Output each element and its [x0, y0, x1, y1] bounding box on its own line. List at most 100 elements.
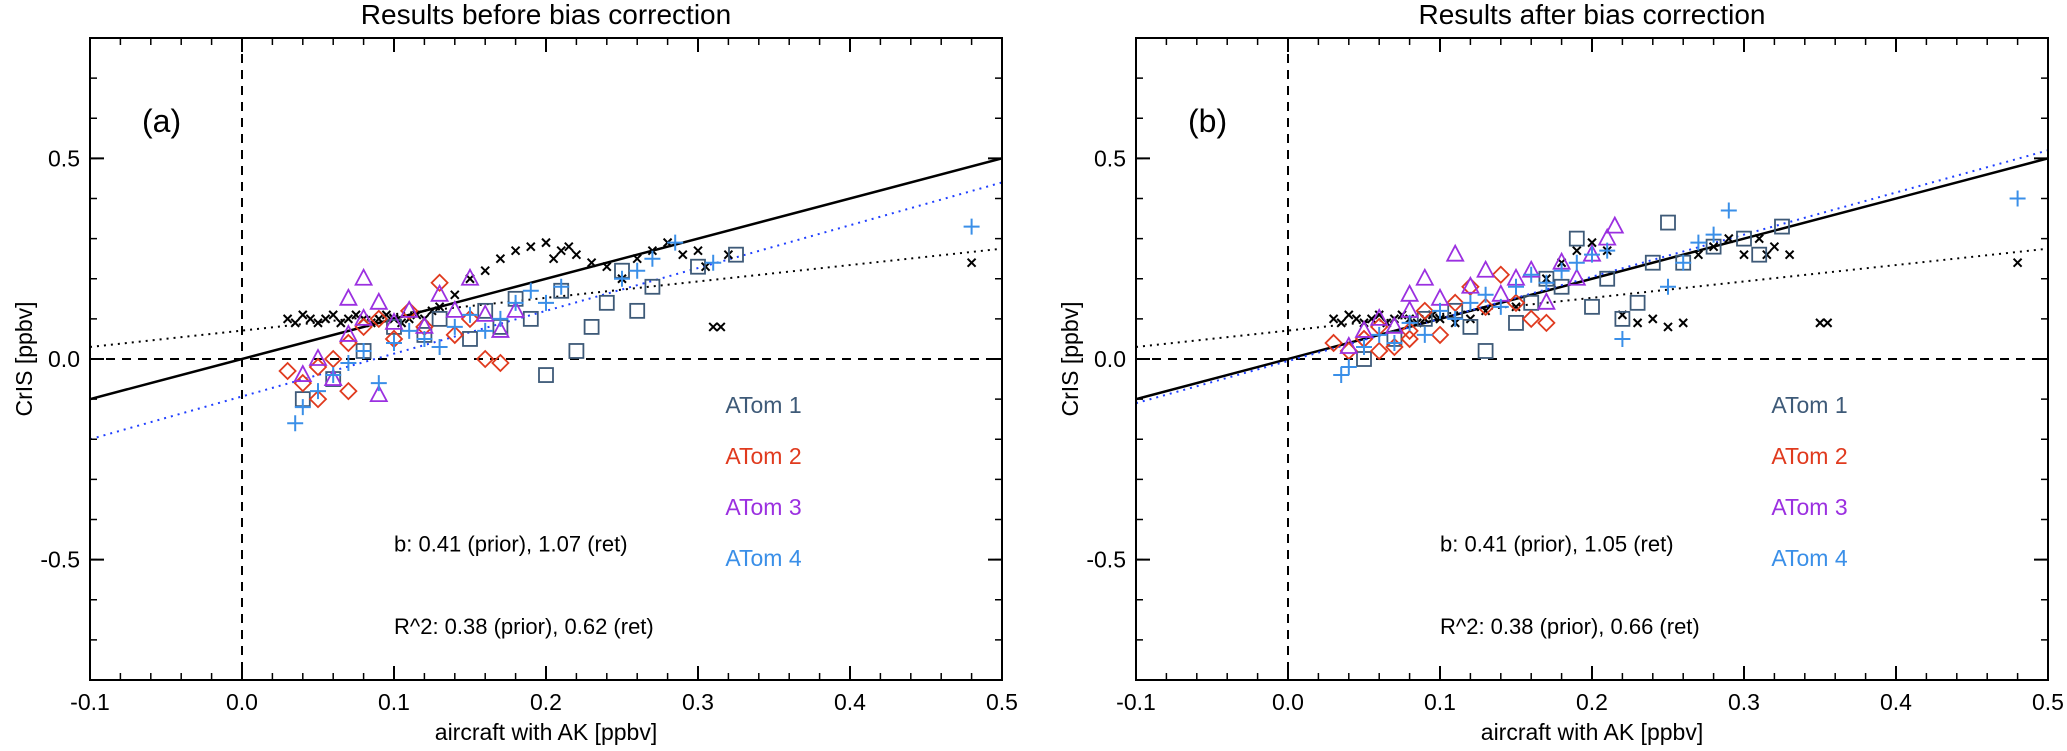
data-point: [1660, 214, 1676, 231]
data-point: [1430, 325, 1450, 345]
series-atom-1: [1356, 214, 1790, 367]
data-point: [1599, 270, 1616, 287]
data-point: [1751, 246, 1768, 263]
data-point: [1553, 262, 1570, 279]
data-point: [338, 324, 358, 342]
data-point: [1477, 343, 1494, 359]
legend-entry: ATom 2: [725, 443, 801, 469]
data-point: [1344, 310, 1354, 320]
r2-annotation: R^2: 0.38 (prior), 0.62 (ret): [394, 614, 654, 639]
data-point: [1371, 326, 1388, 343]
data-point: [1385, 337, 1404, 357]
legend-entry: ATom 3: [725, 494, 801, 520]
data-point: [399, 299, 419, 318]
data-point: [1675, 254, 1692, 271]
data-point: [1521, 309, 1541, 329]
y-tick-label: 0.5: [48, 145, 80, 171]
data-point: [1568, 230, 1585, 247]
data-point: [1328, 314, 1339, 324]
chart-title: Results before bias correction: [361, 0, 731, 30]
y-tick-label: -0.5: [40, 547, 80, 573]
data-point: [308, 348, 328, 366]
series-atom-2: [278, 273, 510, 409]
data-point: [568, 343, 585, 359]
data-point: [598, 294, 615, 311]
data-point: [1415, 267, 1435, 286]
data-point: [1663, 322, 1673, 332]
y-axis-label: CrIS [ppbv]: [1057, 301, 1083, 416]
data-point: [462, 306, 478, 323]
data-point: [328, 310, 338, 320]
data-point: [369, 384, 389, 403]
y-tick-label: 0.0: [1094, 346, 1126, 372]
data-point: [1369, 307, 1389, 326]
data-point: [1784, 249, 1795, 260]
r2-annotation: R^2: 0.38 (prior), 0.66 (ret): [1440, 614, 1700, 639]
data-point: [293, 364, 313, 382]
data-point: [1705, 226, 1722, 243]
x-tick-label: 0.1: [1424, 689, 1456, 715]
legend-entry: ATom 4: [1771, 545, 1847, 571]
fit-line-one-to-one: [1136, 157, 2048, 401]
data-point: [399, 301, 419, 321]
data-point: [430, 283, 450, 302]
data-point: [1432, 302, 1448, 319]
data-point: [644, 250, 661, 267]
data-point: [1369, 341, 1389, 361]
data-point: [1356, 338, 1372, 355]
data-point: [1822, 318, 1833, 328]
data-point: [1584, 246, 1600, 263]
slope-annotation: b: 0.41 (prior), 1.07 (ret): [394, 532, 628, 557]
data-point: [1354, 320, 1374, 338]
data-point: [1815, 318, 1825, 328]
data-point: [2012, 257, 2023, 268]
y-tick-label: 0.0: [48, 346, 80, 372]
x-axis-label: aircraft with AK [ppbv]: [435, 719, 657, 745]
data-point: [1584, 298, 1600, 315]
data-point: [492, 310, 509, 327]
data-point: [522, 282, 539, 299]
data-point: [1374, 310, 1384, 320]
x-tick-label: 0.3: [682, 689, 714, 715]
data-point: [298, 310, 308, 320]
data-point: [430, 273, 449, 293]
y-tick-label: 0.5: [1094, 145, 1126, 171]
data-point: [308, 389, 328, 409]
data-point: [1720, 202, 1737, 219]
data-point: [1445, 293, 1465, 313]
data-point: [310, 383, 326, 400]
data-point: [548, 253, 559, 264]
data-point: [1736, 230, 1752, 247]
data-point: [323, 368, 343, 386]
panel-label: (a): [142, 103, 181, 139]
data-point: [313, 318, 323, 328]
data-point: [1660, 278, 1676, 295]
data-point: [450, 290, 460, 300]
data-point: [629, 302, 646, 319]
data-point: [1614, 330, 1631, 347]
data-point: [1572, 245, 1582, 256]
data-point: [416, 330, 433, 347]
data-point: [538, 367, 554, 383]
data-point: [510, 245, 521, 256]
y-tick-label: -0.5: [1086, 547, 1126, 573]
data-point: [336, 318, 346, 328]
data-point: [1708, 241, 1719, 252]
data-point: [427, 306, 437, 316]
data-point: [477, 322, 494, 339]
data-point: [632, 253, 642, 264]
data-point: [490, 320, 510, 338]
data-point: [1538, 274, 1555, 291]
data-point: [355, 342, 372, 359]
data-point: [602, 262, 612, 272]
fit-line-prior-fit: [1136, 247, 2048, 348]
data-point: [1461, 277, 1480, 297]
x-tick-label: 0.3: [1728, 689, 1760, 715]
data-point: [340, 355, 357, 372]
data-point: [1477, 286, 1494, 303]
data-point: [282, 314, 293, 324]
data-point: [1400, 329, 1419, 349]
data-point: [389, 314, 399, 324]
data-point: [571, 249, 582, 260]
data-point: [541, 237, 551, 248]
